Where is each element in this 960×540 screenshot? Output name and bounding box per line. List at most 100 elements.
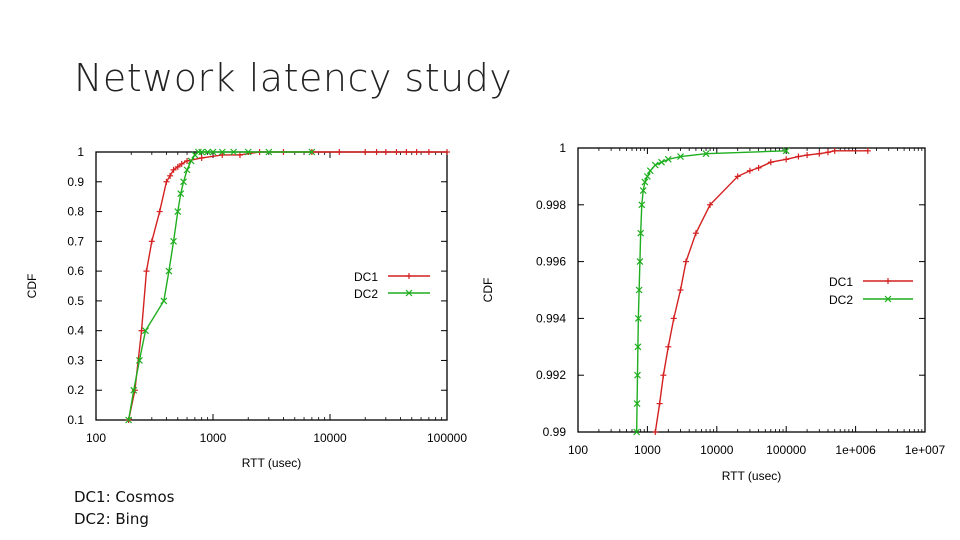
y-tick-label: 0.994 [536,311,566,325]
x-tick-label: 10000 [313,431,347,445]
y-tick-label: 0.998 [536,198,566,212]
data-point-dc2 [187,157,195,165]
data-point-dc2 [658,158,665,166]
marker-stroke [664,155,672,163]
data-point-dc2 [177,190,185,198]
data-point-dc1 [767,159,774,166]
legend-label-dc2: DC2 [354,287,378,301]
marker-stroke [209,148,217,156]
data-point-dc1 [138,327,145,334]
series-line-dc1 [654,150,868,433]
data-point-dc1 [683,258,690,265]
data-point-dc1 [167,172,174,179]
data-point-dc2 [265,148,273,156]
y-axis-label: CDF [25,274,39,299]
marker-stroke [183,166,191,174]
marker-stroke [637,229,645,237]
dataset-legend-note: DC1: Cosmos DC2: Bing [74,486,174,530]
data-point-dc1 [425,149,432,155]
marker-stroke [218,148,226,156]
y-tick-label: 0.4 [67,324,84,338]
data-point-dc1 [816,150,823,157]
x-tick-label: 100000 [766,443,806,457]
x-tick-label: 10000 [700,443,734,457]
data-point-dc2 [641,178,649,186]
marker-stroke [244,148,252,156]
data-point-dc2 [135,357,143,364]
y-tick-label: 0.992 [536,368,566,382]
y-tick-label: 0.2 [67,383,84,397]
marker-stroke [198,148,206,156]
data-point-dc1 [656,400,663,407]
data-point-dc1 [219,151,226,158]
data-point-dc2 [643,172,651,180]
x-tick-label: 1000 [634,443,661,457]
marker-stroke [634,343,642,351]
x-tick-label: 100000 [427,431,467,445]
data-point-dc2 [209,148,217,156]
data-point-dc2 [638,201,646,209]
marker-stroke [142,327,149,335]
data-point-dc1 [198,154,205,161]
y-tick-label: 1 [559,141,566,155]
data-point-dc2 [782,147,790,155]
data-point-dc1 [707,201,714,208]
data-point-dc1 [403,149,410,155]
marker-stroke [646,167,654,175]
data-point-dc2 [218,148,226,156]
data-point-dc1 [755,164,762,171]
data-point-dc1 [831,147,838,154]
y-tick-label: 0.996 [536,255,566,269]
marker-stroke [125,416,133,424]
note-dc1: DC1: Cosmos [74,488,175,506]
data-point-dc1 [148,238,155,245]
x-tick-label: 1000 [200,431,227,445]
y-tick-label: 0.6 [67,264,84,278]
data-point-dc1 [393,149,400,155]
marker-stroke [130,386,138,394]
x-axis-label: RTT (usec) [722,469,782,483]
data-point-dc1 [184,157,191,164]
note-dc2: DC2: Bing [74,510,149,528]
y-tick-label: 0.7 [67,234,84,248]
data-point-dc2 [664,155,672,163]
data-point-dc1 [670,315,677,322]
data-point-dc2 [637,229,645,237]
marker-stroke [651,161,659,169]
marker-stroke [170,237,177,245]
data-point-dc2 [636,258,644,266]
data-point-dc2 [125,416,133,424]
data-point-dc1 [677,287,684,293]
slide-title: Network latency study [74,56,513,100]
legend-label-dc2: DC2 [829,293,853,307]
data-point-dc1 [413,149,420,155]
data-point-dc1 [174,163,181,170]
data-point-dc2 [639,187,647,195]
data-point-dc1 [692,230,699,237]
marker-stroke [633,428,641,436]
data-point-dc2 [634,343,642,351]
data-point-dc2 [634,314,642,322]
marker-stroke [635,286,643,294]
data-point-dc2 [646,167,654,175]
data-point-dc1 [236,151,243,158]
data-point-dc1 [660,372,667,379]
x-tick-label: 100 [86,431,106,445]
marker-stroke [633,400,641,408]
data-point-dc1 [362,149,369,155]
data-point-dc2 [634,371,641,379]
marker-stroke [265,148,273,156]
data-point-dc1 [156,208,163,215]
data-point-dc1 [444,149,450,155]
marker-stroke [641,178,649,186]
x-axis-label: RTT (usec) [242,456,302,470]
data-point-dc2 [635,286,643,294]
y-tick-label: 0.8 [67,205,84,219]
marker-stroke [658,158,665,166]
data-point-dc1 [336,149,343,155]
data-point-dc1 [783,156,790,163]
x-tick-label: 100 [568,443,588,457]
marker-stroke [204,148,212,156]
data-point-dc2 [633,400,641,408]
